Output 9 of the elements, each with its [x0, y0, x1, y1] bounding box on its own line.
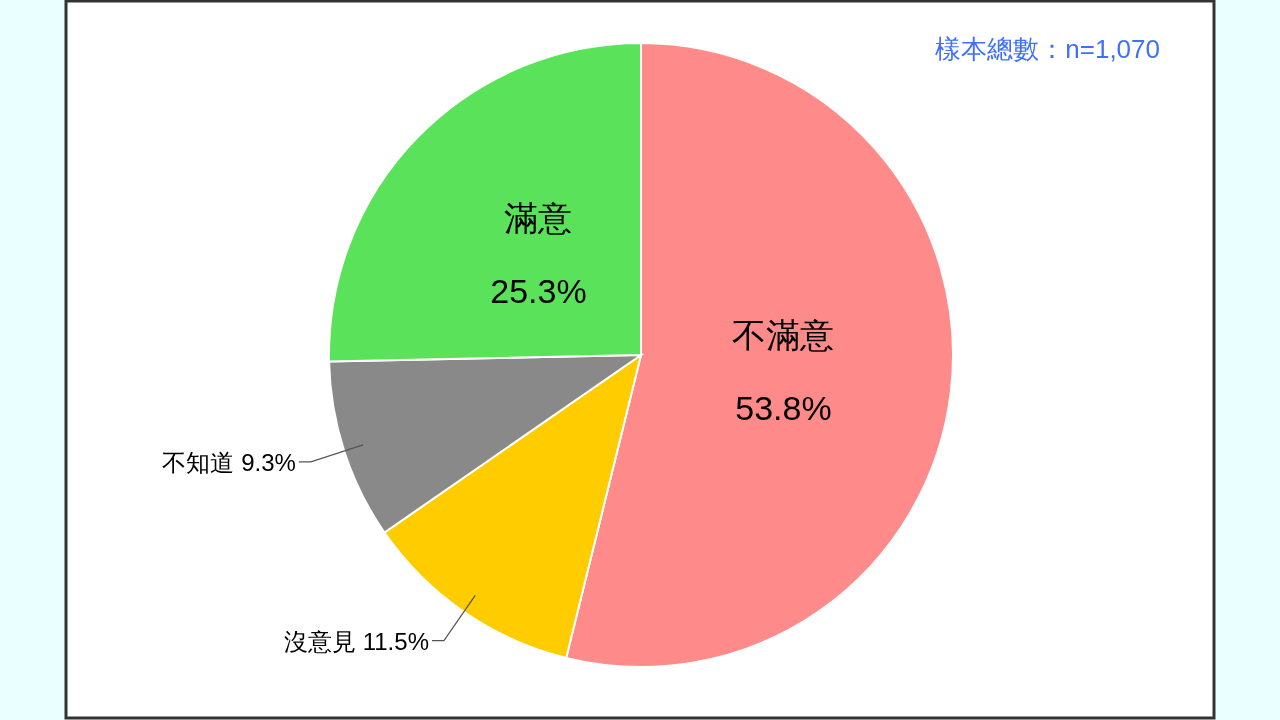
slice-label: 不滿意 — [732, 316, 835, 355]
slice-label: 不知道 — [162, 448, 242, 476]
slice-label: 沒意見 — [284, 627, 363, 655]
data-label: 9.3% — [241, 448, 296, 476]
text: 樣本總數：n=1,070 — [935, 34, 1160, 64]
data-label: 11.5% — [362, 627, 429, 655]
data-label: 25.3% — [490, 271, 587, 310]
slice-label: 滿意 — [504, 198, 573, 237]
data-label: 53.8% — [735, 389, 832, 428]
